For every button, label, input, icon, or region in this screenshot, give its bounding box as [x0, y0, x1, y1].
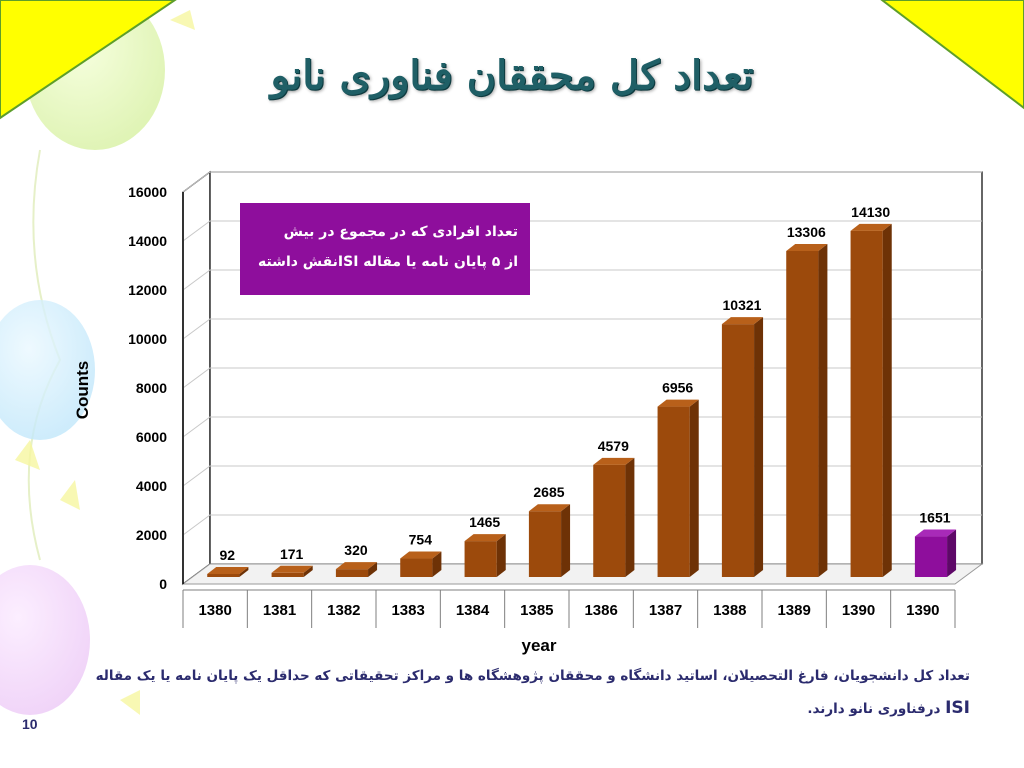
- x-tick-label: 1388: [713, 602, 746, 619]
- bar-top: [400, 551, 442, 559]
- bar: [657, 406, 690, 577]
- bar-side: [303, 565, 313, 577]
- decoration-balloons: [0, 0, 195, 715]
- footnote-line-2: ISI درفناوری نانو دارند.: [90, 692, 970, 725]
- data-label: 171: [280, 546, 304, 562]
- bar-side: [561, 504, 571, 577]
- x-tick-label: 1382: [327, 602, 360, 619]
- footnote-line-1: تعداد کل دانشجویان، فارغ التحصیلان، اسات…: [95, 668, 970, 684]
- gridline: [182, 269, 982, 291]
- data-label: 10321: [723, 297, 762, 313]
- data-label: 1651: [919, 510, 950, 526]
- bar: [593, 464, 626, 577]
- bar-side: [432, 551, 442, 577]
- bar: [271, 572, 304, 577]
- data-label: 13306: [787, 224, 826, 240]
- slide-title: تعداد کل محققان فناوری نانو: [270, 52, 754, 99]
- data-label: 320: [344, 542, 368, 558]
- y-tick-label: 14000: [128, 233, 167, 249]
- footnote: تعداد کل دانشجویان، فارغ التحصیلان، اسات…: [90, 660, 970, 725]
- x-tick-label: 1384: [456, 602, 490, 619]
- bar-top: [528, 504, 571, 512]
- bar-side: [368, 562, 378, 577]
- page-number: 10: [22, 716, 38, 732]
- x-tick-label: 1387: [649, 602, 682, 619]
- bar: [721, 324, 755, 577]
- x-tick-label: 1389: [777, 602, 810, 619]
- data-label: 6956: [662, 380, 693, 396]
- bar: [335, 569, 369, 577]
- bar-top: [721, 317, 764, 325]
- data-label: 14130: [851, 204, 890, 220]
- bar-top: [271, 565, 313, 573]
- bar-top: [335, 562, 378, 570]
- bar: [850, 230, 883, 577]
- bar-side: [947, 529, 957, 577]
- note-line-1: تعداد افرادی که در مجموع در بیش: [283, 224, 518, 240]
- y-tick-label: 4000: [136, 478, 167, 494]
- y-axis-title: Counts: [73, 361, 92, 420]
- bar-top: [786, 244, 828, 252]
- data-label: 1465: [469, 514, 500, 530]
- corner-top-right: [880, 0, 1024, 110]
- bar-top: [593, 457, 635, 465]
- corner-top-left: [0, 0, 177, 120]
- x-axis-title: year: [522, 636, 557, 655]
- y-tick-label: 0: [159, 576, 167, 592]
- gridline: [182, 171, 982, 193]
- footnote-isi: ISI: [945, 698, 970, 718]
- data-label: 92: [220, 547, 236, 563]
- bar-top: [207, 567, 249, 574]
- chart-floor: [181, 563, 984, 585]
- bar-top: [657, 399, 699, 407]
- x-tick-label: 1386: [584, 602, 617, 619]
- y-tick-label: 2000: [136, 527, 167, 543]
- bar-top: [850, 223, 892, 231]
- note-line-2: از ۵ پایان نامه یا مقاله ISIنقش داشته: [257, 254, 518, 270]
- footnote-line-2-rest: درفناوری نانو دارند.: [807, 701, 946, 717]
- y-tick-label: 16000: [128, 184, 167, 200]
- data-label: 4579: [598, 438, 629, 454]
- bar-side: [239, 567, 249, 577]
- bar: [914, 536, 948, 577]
- bar: [786, 251, 819, 578]
- data-label: 754: [409, 532, 433, 548]
- x-tick-label: 1385: [520, 602, 553, 619]
- data-label: 2685: [533, 484, 564, 500]
- bar: [464, 541, 497, 577]
- bar-chart: 0 2000 4000 6000 8000 10000 12000 14000 16000 92 1…: [73, 170, 984, 655]
- x-tick-label: 1390: [842, 602, 875, 619]
- bar-side: [882, 223, 892, 577]
- bar: [400, 558, 433, 577]
- bar-top: [914, 529, 957, 537]
- chart-note-box: تعداد افرادی که در مجموع در بیش از ۵ پای…: [240, 203, 530, 295]
- x-tick-label: 1383: [391, 602, 424, 619]
- x-tick-label: 1381: [263, 602, 296, 619]
- bar-side: [625, 457, 635, 577]
- x-tick-label: 1380: [198, 602, 231, 619]
- bar: [528, 511, 562, 577]
- bar-side: [689, 399, 699, 577]
- bar-side: [818, 244, 828, 578]
- bar: [207, 574, 240, 577]
- bar-side: [496, 534, 506, 577]
- bar-top: [464, 534, 506, 542]
- gridline: [182, 220, 982, 242]
- x-tick-label: 1390: [906, 602, 939, 619]
- y-tick-label: 8000: [136, 380, 167, 396]
- y-tick-label: 10000: [128, 331, 167, 347]
- gridline: [182, 318, 982, 340]
- bar-side: [754, 317, 764, 577]
- y-tick-label: 12000: [128, 282, 167, 298]
- y-tick-label: 6000: [136, 429, 167, 445]
